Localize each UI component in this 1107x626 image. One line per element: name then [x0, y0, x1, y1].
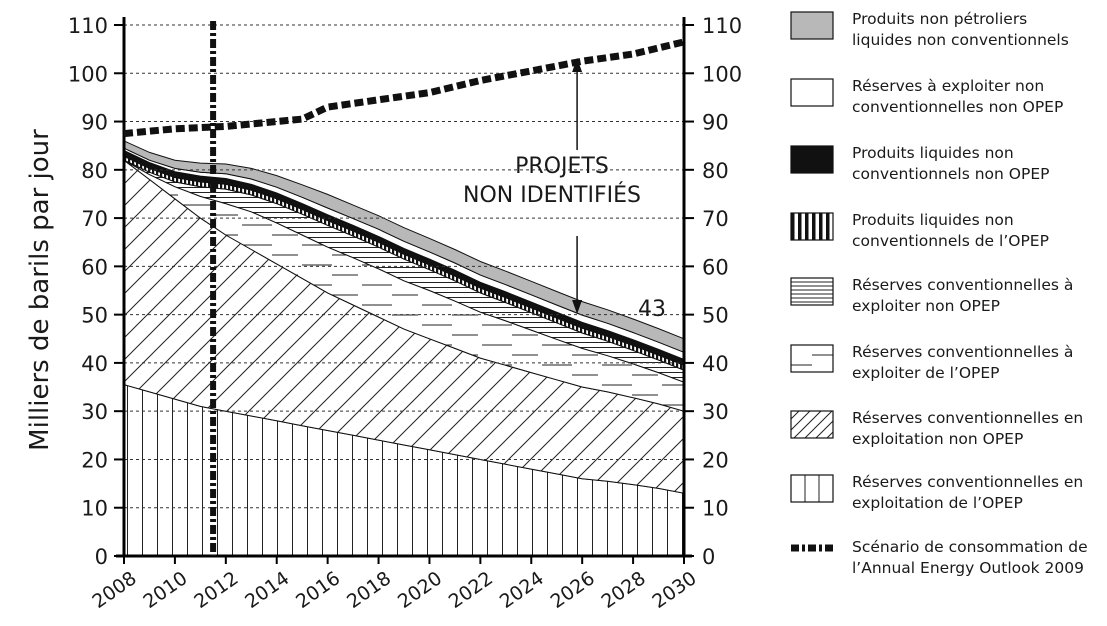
y-tick-label-left: 100 — [68, 62, 108, 86]
legend-swatch-6 — [790, 344, 834, 373]
legend-label-5: Réserves conventionnelles à exploiter non… — [852, 276, 1073, 315]
y-tick-label-right: 80 — [702, 159, 729, 183]
legend-swatch-8 — [790, 474, 834, 503]
y-tick-label-right: 50 — [702, 304, 729, 328]
y-tick-label-left: 40 — [81, 352, 108, 376]
x-tick-label: 2016 — [292, 567, 344, 613]
x-tick-label: 2018 — [343, 567, 395, 613]
y-tick-label-right: 20 — [702, 448, 729, 472]
y-tick-label-left: 20 — [81, 448, 108, 472]
x-tick-label: 2012 — [190, 567, 242, 613]
y-tick-label-left: 30 — [81, 400, 108, 424]
legend-label-2: Réserves à exploiter non conventionnelles… — [852, 77, 1063, 116]
legend-swatch-4 — [790, 212, 834, 241]
x-tick-label: 2014 — [241, 567, 293, 613]
y-tick-label-right: 30 — [702, 400, 729, 424]
y-tick-label-right: 60 — [702, 255, 729, 279]
legend-label-6: Réserves conventionnelles à exploiter de … — [852, 343, 1073, 382]
y-tick-label-left: 0 — [95, 545, 108, 569]
x-tick-label: 2026 — [547, 567, 599, 613]
y-tick-label-right: 90 — [702, 111, 729, 135]
y-tick-label-right: 40 — [702, 352, 729, 376]
y-tick-label-left: 110 — [68, 14, 108, 38]
legend-label-4: Produits liquides non conventionnels de l… — [852, 211, 1049, 250]
y-tick-label-right: 10 — [702, 497, 729, 521]
legend-label-8: Réserves conventionnelles en exploitation… — [852, 473, 1083, 512]
x-tick-label: 2020 — [394, 567, 446, 613]
y-tick-label-left: 80 — [81, 159, 108, 183]
y-tick-label-right: 70 — [702, 207, 729, 231]
x-tick-label: 2024 — [496, 567, 548, 613]
y-tick-label-left: 60 — [81, 255, 108, 279]
legend-swatch-2 — [790, 78, 834, 107]
annotation-43: 43 — [638, 297, 666, 322]
x-tick-label: 2028 — [598, 567, 650, 613]
x-tick-label: 2010 — [139, 567, 191, 613]
legend-swatch-5 — [790, 277, 834, 306]
overlay-lines — [123, 21, 685, 556]
y-tick-label-left: 10 — [81, 497, 108, 521]
annotation-non-identifies: NON IDENTIFIÉS — [463, 182, 641, 208]
legend: Produits non pétroliers liquides non conv… — [790, 10, 1088, 577]
legend-label-7: Réserves conventionnelles en exploitation… — [852, 409, 1083, 448]
arrow-down-head — [572, 300, 583, 314]
x-tick-label: 2008 — [88, 567, 140, 613]
y-tick-label-left: 70 — [81, 207, 108, 231]
y-tick-label-right: 110 — [702, 14, 742, 38]
annotations: PROJETS NON IDENTIFIÉS 43 — [463, 58, 666, 322]
y-tick-label-right: 0 — [702, 545, 715, 569]
y-tick-label-left: 50 — [81, 304, 108, 328]
consumption-scenario-line — [123, 38, 685, 138]
legend-label-consumption: Scénario de consommation de l’Annual Ener… — [852, 538, 1088, 577]
y-tick-label-left: 90 — [81, 111, 108, 135]
legend-swatch-3 — [790, 145, 834, 174]
y-axis-title: Milliers de barils par jour — [25, 129, 55, 451]
x-tick-label: 2022 — [445, 567, 497, 613]
annotation-projets: PROJETS — [515, 154, 609, 179]
arrow-up-head — [572, 58, 583, 72]
legend-swatch-7 — [790, 410, 834, 439]
x-tick-label: 2030 — [648, 567, 700, 613]
legend-label-3: Produits liquides non conventionnels non … — [852, 144, 1049, 183]
legend-label-1: Produits non pétroliers liquides non conv… — [852, 10, 1069, 49]
legend-swatch-1 — [790, 11, 834, 40]
area-layers — [123, 140, 685, 557]
y-tick-label-right: 100 — [702, 62, 742, 86]
